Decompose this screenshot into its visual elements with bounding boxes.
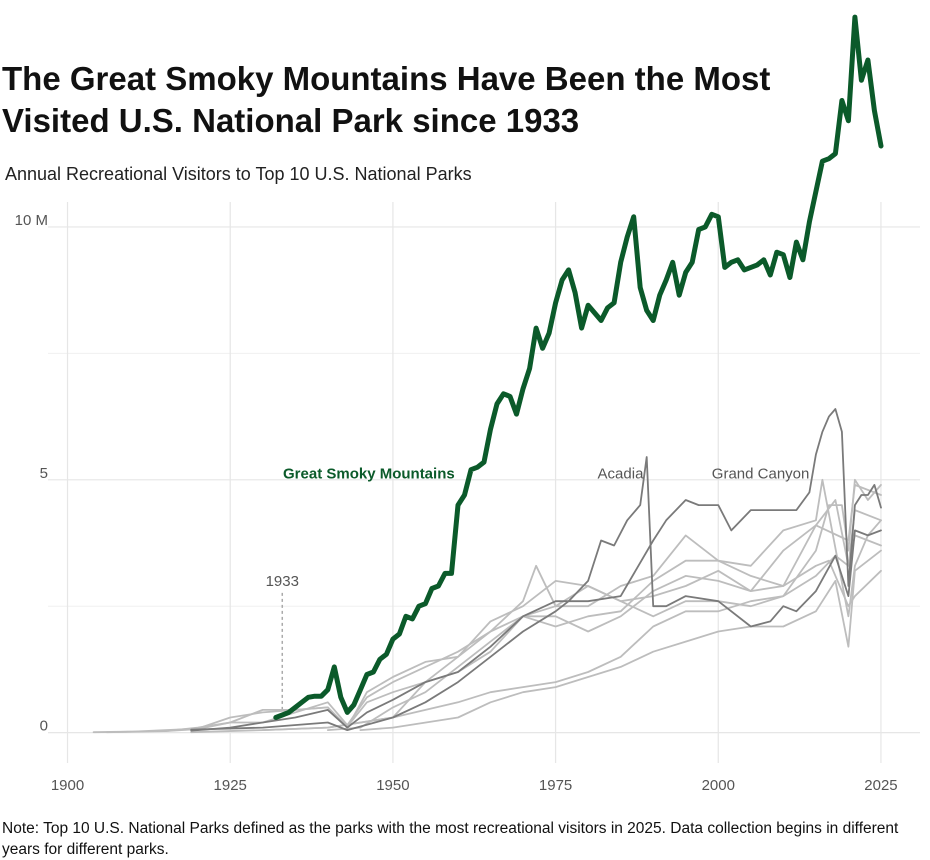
y-tick-label: 5: [40, 465, 48, 482]
line: [273, 14, 884, 720]
series-label: Acadia: [598, 466, 645, 483]
series-label: Great Smoky Mountains: [283, 466, 455, 483]
line: [92, 484, 882, 734]
x-tick-label: 1900: [51, 777, 84, 794]
line: [190, 408, 882, 732]
y-tick-label: 0: [40, 718, 48, 735]
series-label: Grand Canyon: [712, 466, 810, 483]
x-tick-label: 1950: [376, 777, 409, 794]
line: [164, 499, 882, 732]
x-tick-label: 1975: [539, 777, 572, 794]
x-tick-label: 2000: [702, 777, 735, 794]
y-tick-label: 10 M: [15, 212, 48, 229]
chart-title: The Great Smoky Mountains Have Been the …: [2, 60, 771, 139]
line: [326, 559, 882, 731]
line: [261, 534, 882, 731]
chart-subtitle: Annual Recreational Visitors to Top 10 U…: [5, 164, 472, 184]
line: [359, 549, 882, 731]
line: [105, 478, 882, 734]
x-tick-label: 1925: [214, 777, 247, 794]
annotation-label: 1933: [266, 573, 299, 590]
line: [190, 456, 882, 731]
note: Note: Top 10 U.S. National Parks defined…: [2, 820, 899, 858]
x-tick-label: 2025: [864, 777, 897, 794]
